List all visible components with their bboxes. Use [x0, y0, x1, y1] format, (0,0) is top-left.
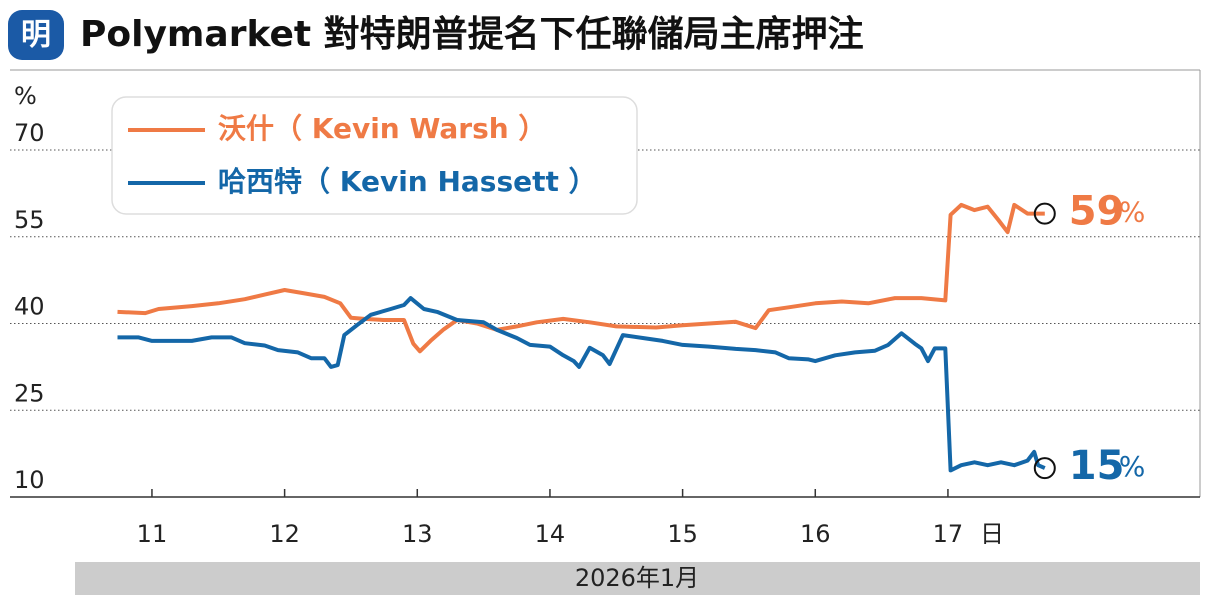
legend-box: [111, 96, 638, 215]
chart-title: Polymarket 對特朗普提名下任聯儲局主席押注: [80, 14, 864, 55]
x-label: 2026年1月: [575, 564, 699, 592]
end-value-label: 59: [1069, 189, 1125, 235]
end-value-label: 15: [1069, 443, 1125, 489]
x-tick-label: 13: [402, 520, 433, 548]
end-unit-label: %: [1119, 196, 1146, 229]
x-tick-label: 16: [800, 520, 831, 548]
legend-label: 哈西特（ Kevin Hassett ）: [218, 165, 597, 198]
logo: 明: [21, 18, 51, 53]
end-marker: [1033, 457, 1056, 480]
x-tick-label: 11: [137, 520, 168, 548]
y-tick-label: 25: [14, 379, 45, 407]
x-unit: 日: [980, 520, 1004, 548]
end-unit-label: %: [1119, 450, 1146, 483]
end-marker: [1033, 202, 1056, 225]
y-unit: %: [14, 82, 37, 110]
y-tick-label: 10: [14, 466, 45, 494]
y-tick-label: 70: [14, 119, 45, 147]
x-tick-label: 15: [667, 520, 698, 548]
y-tick-label: 55: [14, 206, 45, 234]
legend-label: 沃什（ Kevin Warsh ）: [218, 112, 546, 145]
x-tick-label: 17: [933, 520, 964, 548]
logo-badge: [8, 10, 64, 60]
x-label-band: [75, 562, 1200, 595]
y-tick-label: 40: [14, 293, 45, 321]
series-line: [117, 202, 1045, 354]
x-tick-label: 14: [535, 520, 566, 548]
series-line: [117, 296, 1046, 473]
x-tick-label: 12: [269, 520, 300, 548]
